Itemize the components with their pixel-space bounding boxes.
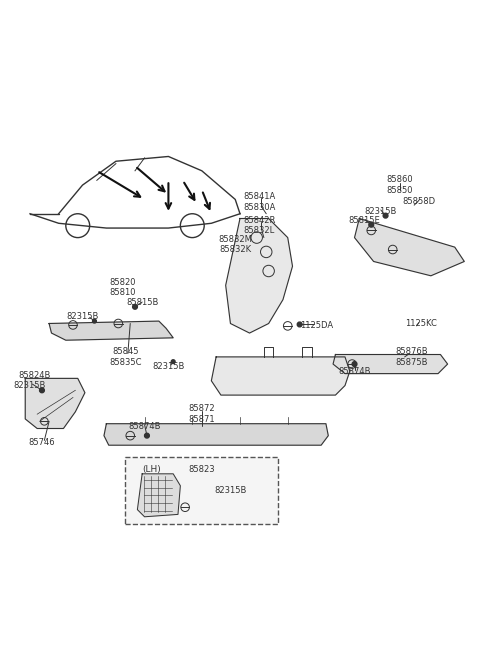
Polygon shape [226,219,292,333]
Circle shape [383,214,388,218]
Text: 85876B
85875B: 85876B 85875B [396,347,428,367]
Text: 82315B: 82315B [214,486,247,495]
Circle shape [39,388,44,393]
Text: 85872
85871: 85872 85871 [189,404,215,424]
Text: 85845
85835C: 85845 85835C [109,347,142,367]
Circle shape [132,304,137,309]
Text: 1125DA: 1125DA [300,322,333,331]
Text: 85842R
85832L: 85842R 85832L [243,216,275,236]
Text: 85841A
85830A: 85841A 85830A [243,192,275,212]
Text: 85874B: 85874B [338,367,371,376]
Circle shape [171,360,175,364]
Text: 85874B: 85874B [128,422,161,431]
Circle shape [297,322,302,327]
Polygon shape [355,219,464,276]
Text: 85815B: 85815B [126,298,158,307]
Circle shape [369,223,373,227]
Circle shape [352,362,357,366]
Text: 82315B: 82315B [365,207,397,216]
Polygon shape [137,474,180,517]
Polygon shape [49,321,173,340]
Text: 82315B: 82315B [66,312,99,321]
Polygon shape [25,378,85,428]
Text: 85860
85850: 85860 85850 [386,175,413,195]
Text: 85823: 85823 [189,465,215,474]
Text: 85746: 85746 [29,438,55,447]
Text: 85824B: 85824B [19,371,51,380]
FancyBboxPatch shape [125,457,278,524]
Circle shape [93,319,96,323]
Text: 85820
85810: 85820 85810 [110,278,136,298]
Polygon shape [104,424,328,445]
Polygon shape [333,355,447,373]
Text: 85815E: 85815E [348,216,380,225]
Text: (LH): (LH) [143,465,161,474]
Text: 85858D: 85858D [402,197,435,206]
Circle shape [185,499,190,504]
Text: 82315B: 82315B [14,381,46,390]
Text: 1125KC: 1125KC [406,319,437,328]
Polygon shape [211,357,350,395]
Text: 82315B: 82315B [152,362,185,371]
Text: 85832M
85832K: 85832M 85832K [218,235,252,254]
Circle shape [144,433,149,438]
